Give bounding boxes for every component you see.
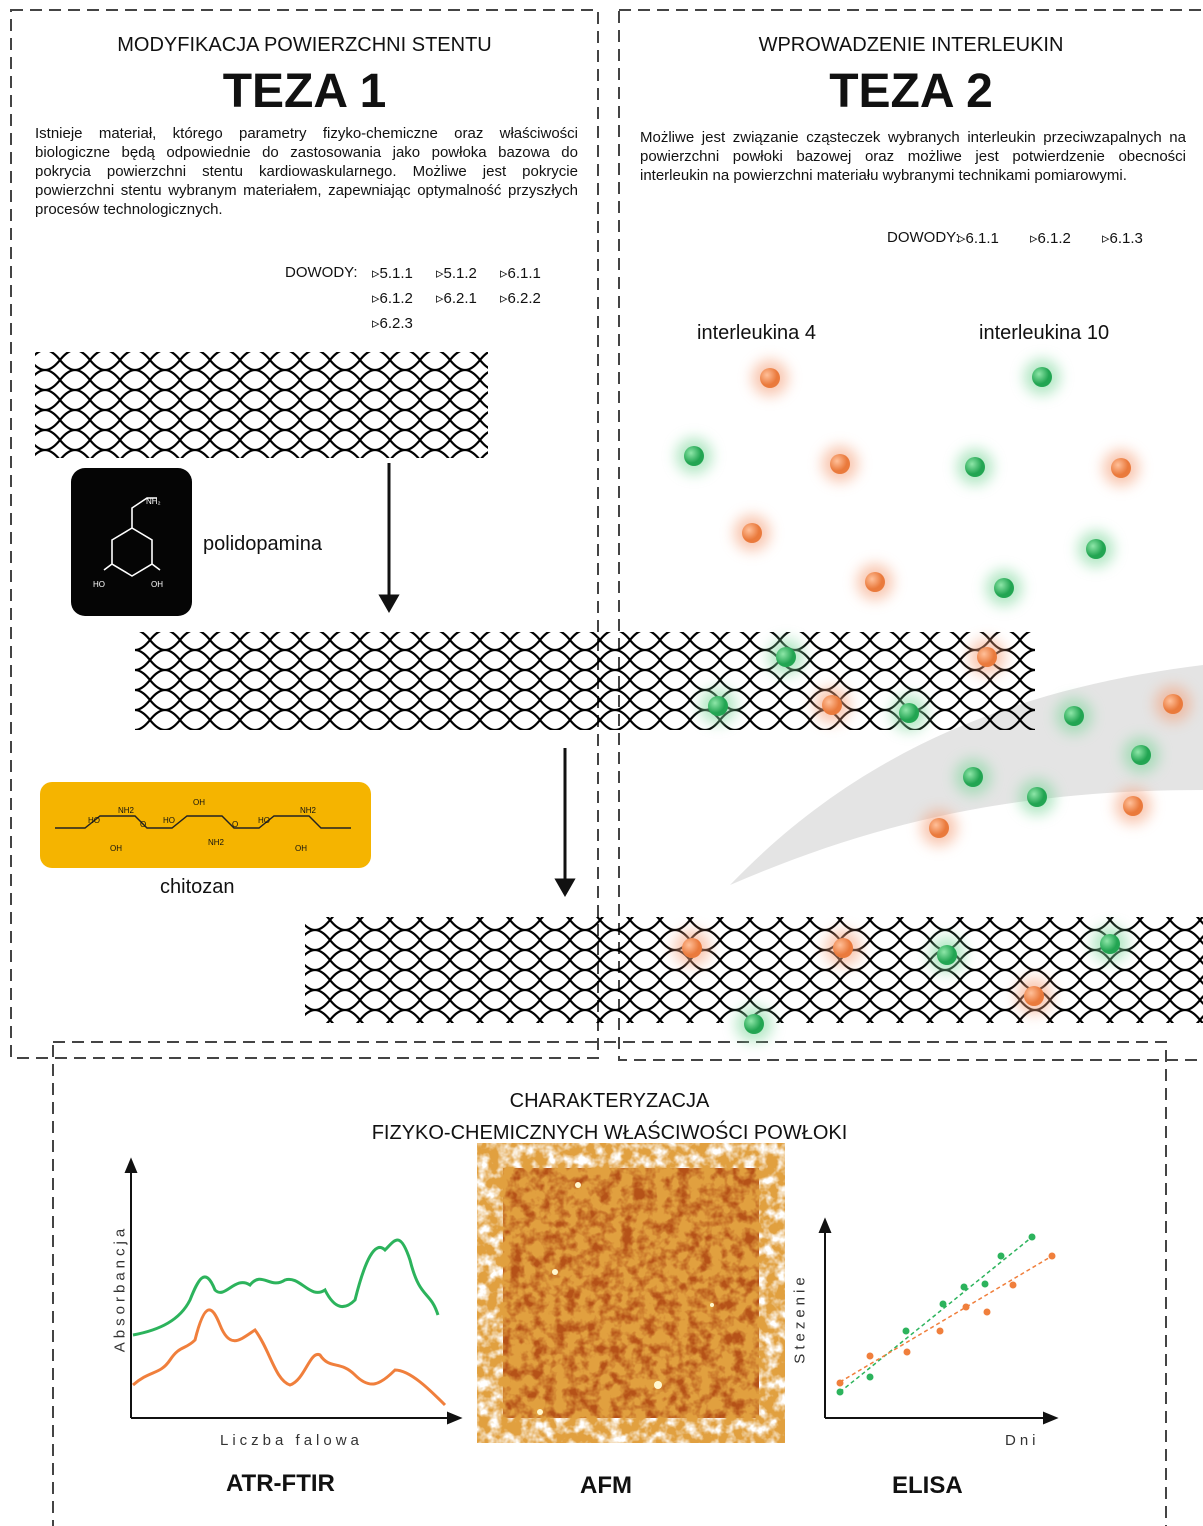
elisa-axes — [820, 1220, 1056, 1423]
legend-label: interleukina 4 — [697, 322, 816, 345]
interleukin-dot — [1123, 796, 1143, 816]
thesis-body: Możliwe jest związanie cząsteczek wybran… — [640, 128, 1186, 185]
proof-ref: ▹6.1.1 — [500, 264, 541, 282]
interleukin-dot — [776, 647, 796, 667]
legend-label: interleukina 10 — [979, 322, 1109, 345]
page: MODYFIKACJA POWIERZCHNI STENTU TEZA 1 Is… — [0, 0, 1203, 1526]
thesis-title: TEZA 2 — [619, 64, 1203, 119]
interleukin-dot — [744, 1014, 764, 1034]
afm-texture — [503, 1168, 759, 1418]
interleukin-dot — [833, 938, 853, 958]
interleukin-dot — [937, 945, 957, 965]
interleukin-dot — [684, 446, 704, 466]
section-title: CHARAKTERYZACJA — [53, 1090, 1166, 1113]
ftir-green-line — [133, 1240, 438, 1335]
method-name: AFM — [580, 1472, 632, 1500]
interleukin-dot — [963, 767, 983, 787]
interleukin-dot — [994, 578, 1014, 598]
proof-ref: ▹5.1.1 — [372, 264, 413, 282]
atom-label: OH — [193, 798, 205, 807]
interleukin-dot — [742, 523, 762, 543]
thesis-title: TEZA 1 — [11, 64, 598, 119]
dopamine-box — [71, 468, 192, 616]
proofs-label: DOWODY: — [887, 229, 960, 246]
stent-gray — [35, 352, 488, 458]
interleukin-dot — [1024, 986, 1044, 1006]
atom-label: HO — [93, 580, 105, 589]
atom-label: OH — [110, 844, 122, 853]
interleukin-dot — [682, 938, 702, 958]
interleukin-dot — [1032, 367, 1052, 387]
interleukin-dot — [1064, 706, 1084, 726]
ftir-orange-line — [133, 1310, 445, 1405]
subtitle: MODYFIKACJA POWIERZCHNI STENTU — [11, 34, 598, 57]
atom-label: O — [140, 820, 146, 829]
interleukin-dot — [899, 703, 919, 723]
interleukin-dot — [1100, 934, 1120, 954]
proof-ref: ▹6.1.1 — [958, 229, 999, 247]
interleukin-dot — [822, 695, 842, 715]
interleukin-dot — [830, 454, 850, 474]
interleukin-dot — [1131, 745, 1151, 765]
proof-ref: ▹5.1.2 — [436, 264, 477, 282]
subtitle: WPROWADZENIE INTERLEUKIN — [619, 34, 1203, 57]
atom-label: O — [232, 820, 238, 829]
illustration — [0, 0, 1203, 1526]
elisa-points — [837, 1234, 1056, 1396]
proof-ref: ▹6.1.3 — [1102, 229, 1143, 247]
method-name: ATR-FTIR — [226, 1470, 335, 1498]
method-name: ELISA — [892, 1472, 963, 1500]
proof-ref: ▹6.2.2 — [500, 289, 541, 307]
axis-label: Liczba falowa — [220, 1432, 363, 1449]
proofs-label: DOWODY: — [285, 264, 358, 281]
interleukin-dot — [929, 818, 949, 838]
thesis-body: Istnieje materiał, którego parametry fiz… — [35, 124, 578, 219]
section-title: FIZYKO-CHEMICZNYCH WŁAŚCIWOŚCI POWŁOKI — [53, 1122, 1166, 1145]
axis-label: Stezenie — [792, 1259, 809, 1379]
atom-label: NH2 — [208, 838, 224, 847]
chitosan-label: chitozan — [160, 876, 235, 899]
interleukin-dot — [760, 368, 780, 388]
atom-label: OH — [295, 844, 307, 853]
interleukin-dot — [1027, 787, 1047, 807]
dopamine-label: polidopamina — [203, 533, 322, 556]
proof-ref: ▹6.2.1 — [436, 289, 477, 307]
atom-label: NH₂ — [146, 497, 161, 506]
atom-label: NH2 — [118, 806, 134, 815]
interleukin-dot — [1086, 539, 1106, 559]
atom-label: HO — [88, 816, 100, 825]
axis-label: Absorbancja — [112, 1209, 129, 1369]
atom-label: NH2 — [300, 806, 316, 815]
atom-label: OH — [151, 580, 163, 589]
atom-label: HO — [258, 816, 270, 825]
interleukin-dot — [965, 457, 985, 477]
interleukin-dot — [708, 696, 728, 716]
interleukin-dot — [977, 647, 997, 667]
atom-label: HO — [163, 816, 175, 825]
proof-ref: ▹6.2.3 — [372, 314, 413, 332]
axis-label: Dni — [1005, 1432, 1040, 1449]
proof-ref: ▹6.1.2 — [1030, 229, 1071, 247]
interleukin-dot — [865, 572, 885, 592]
interleukin-dot — [1111, 458, 1131, 478]
interleukin-dot — [1163, 694, 1183, 714]
proof-ref: ▹6.1.2 — [372, 289, 413, 307]
